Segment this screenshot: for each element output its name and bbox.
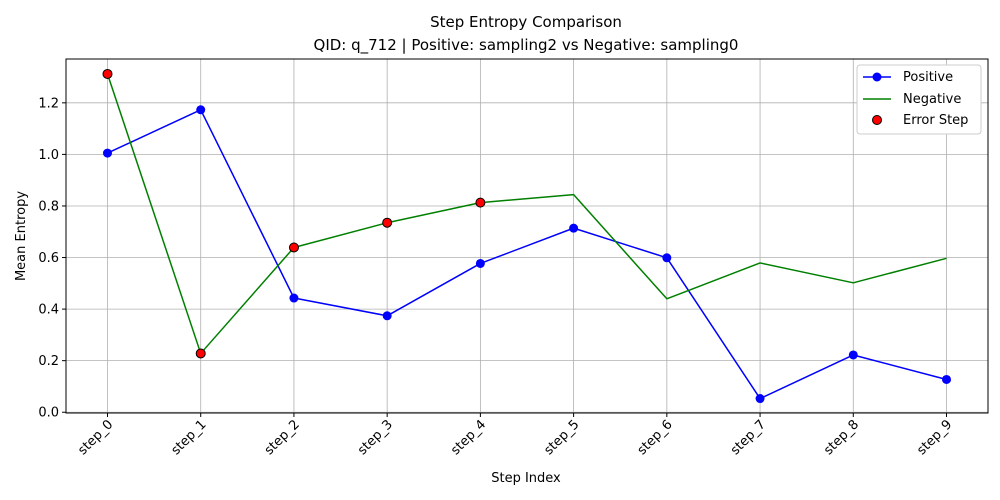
chart-title: Step Entropy Comparison	[430, 13, 622, 31]
series-positive-point	[102, 148, 112, 158]
plot-frame	[65, 58, 989, 414]
legend-error-label: Error Step	[903, 113, 968, 128]
series-positive-point	[289, 293, 299, 303]
x-axis-label: Step Index	[491, 471, 561, 486]
chart-subtitle: QID: q_712 | Positive: sampling2 vs Nega…	[314, 36, 739, 55]
series-positive-point	[196, 105, 206, 115]
x-tick-label: step_0	[75, 417, 116, 458]
x-axis-ticks: step_0 step_1 step_2 step_3 step_4 step_5 step…	[75, 413, 955, 458]
y-tick-label: 0.0	[38, 406, 59, 421]
legend-box	[856, 64, 982, 135]
y-axis-ticks: 0.0 0.2 0.4 0.6 0.8 1.0 1.2	[38, 96, 66, 421]
grid-lines	[66, 59, 988, 413]
series-positive-point	[942, 374, 952, 384]
y-tick-label: 0.4	[38, 303, 59, 318]
x-tick-label: step_8	[821, 417, 862, 458]
series-positive-point	[475, 258, 485, 268]
x-tick-label: step_7	[728, 417, 769, 458]
error-step-point	[382, 217, 393, 228]
y-tick-label: 0.2	[38, 354, 59, 369]
y-tick-label: 0.6	[38, 251, 59, 266]
axes-frame	[65, 58, 989, 414]
x-tick-label: step_9	[914, 417, 955, 458]
series-layer	[102, 73, 952, 404]
legend-positive-marker	[872, 72, 882, 82]
x-tick-label: step_1	[169, 417, 210, 458]
legend-error-marker	[872, 115, 882, 125]
x-tick-label: step_5	[541, 417, 582, 458]
error-step-point	[288, 242, 299, 253]
x-tick-label: step_4	[448, 417, 489, 458]
legend: Positive Negative Error Step	[856, 64, 982, 135]
series-positive-point	[662, 253, 672, 263]
series-positive-line	[107, 109, 947, 400]
series-positive-point	[848, 350, 858, 360]
y-tick-label: 0.8	[38, 199, 59, 214]
x-tick-label: step_3	[355, 417, 396, 458]
error-step-point	[102, 68, 113, 79]
error-step-point	[195, 348, 206, 359]
y-tick-label: 1.2	[38, 96, 59, 111]
series-positive-point	[755, 394, 765, 404]
series-negative-line	[106, 73, 947, 355]
error-step-point	[475, 197, 486, 208]
x-tick-label: step_6	[635, 417, 676, 458]
series-positive-point	[382, 311, 392, 321]
y-axis-label: Mean Entropy	[14, 191, 29, 281]
series-positive-point	[569, 223, 579, 233]
y-tick-label: 1.0	[38, 148, 59, 163]
legend-positive-label: Positive	[903, 70, 953, 85]
x-tick-label: step_2	[262, 417, 303, 458]
legend-negative-label: Negative	[903, 92, 961, 107]
error-step-markers	[102, 68, 486, 359]
